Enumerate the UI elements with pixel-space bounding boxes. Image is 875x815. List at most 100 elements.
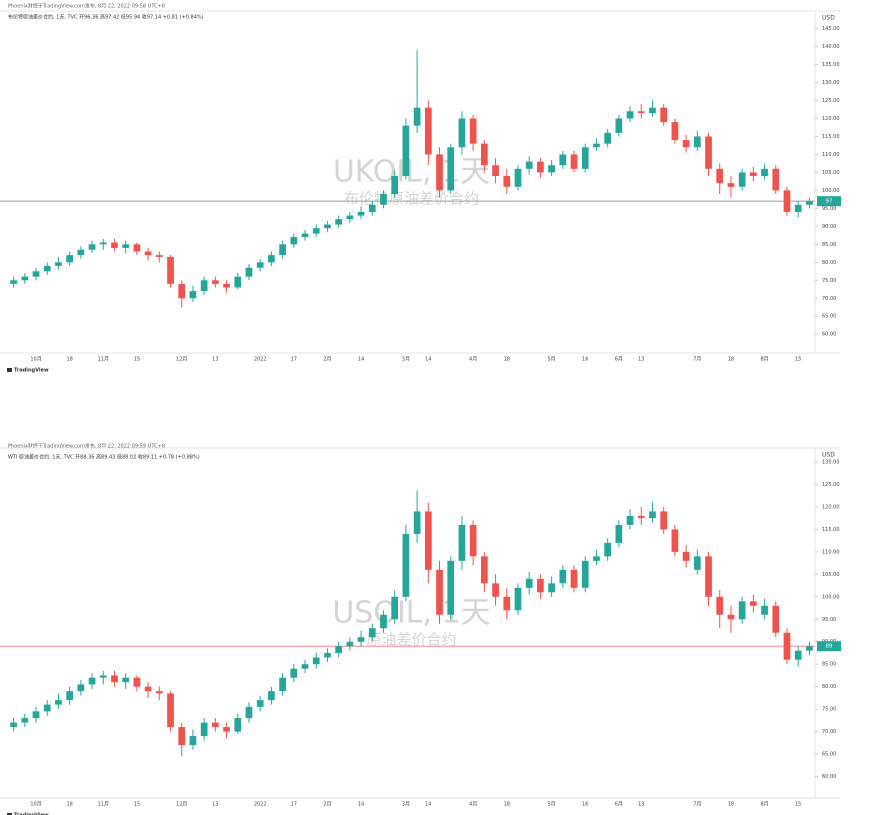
- price-tag: [817, 641, 841, 652]
- x-tick-label: 12月: [176, 802, 187, 808]
- candle-body: [682, 551, 690, 561]
- candle-body: [581, 147, 589, 169]
- candle-body: [256, 262, 264, 268]
- candle-body: [380, 193, 387, 205]
- candle-body: [480, 556, 488, 584]
- candle-body: [391, 176, 399, 194]
- y-tick-label: 115.00: [822, 527, 840, 533]
- candle-body: [234, 276, 242, 288]
- candle-body: [593, 556, 600, 561]
- candle-body: [144, 686, 152, 692]
- x-tick-label: 6月: [615, 802, 623, 808]
- x-tick-label: 2022: [254, 802, 267, 808]
- candle-body: [223, 727, 230, 732]
- candle-body: [492, 583, 499, 597]
- x-tick-label: 3月: [402, 357, 410, 363]
- candle-body: [660, 107, 668, 123]
- candle-body: [806, 201, 813, 205]
- candle-body: [234, 718, 242, 732]
- y-tick-label: 85.00: [822, 662, 836, 668]
- candle-body: [559, 569, 567, 584]
- candle-body: [312, 228, 320, 234]
- x-tick-label: 15: [134, 357, 140, 363]
- brand: TradingView: [14, 813, 49, 815]
- candle-body: [43, 265, 51, 272]
- brand-logo: [7, 368, 12, 372]
- candle-body: [447, 147, 455, 191]
- candle-body: [335, 219, 343, 225]
- candle-body: [749, 172, 757, 177]
- x-tick-label: 4月: [469, 357, 477, 363]
- y-tick-label: 60.00: [822, 774, 836, 780]
- candle-body: [200, 722, 208, 737]
- candle-body: [133, 677, 141, 687]
- candle-body: [335, 646, 343, 653]
- candle-body: [716, 596, 724, 615]
- axis-unit: USD: [822, 452, 835, 459]
- candle-body: [402, 533, 410, 597]
- candle-body: [55, 262, 62, 266]
- x-tick-label: 15: [134, 802, 140, 808]
- x-tick-label: 16: [582, 357, 588, 363]
- candle-body: [402, 125, 410, 177]
- candle-body: [794, 650, 802, 660]
- candle-body: [492, 165, 499, 177]
- candle-body: [682, 140, 690, 148]
- candle-body: [55, 700, 62, 705]
- x-tick-label: 2月: [323, 802, 331, 808]
- candle-body: [66, 691, 74, 701]
- candle-body: [761, 605, 768, 615]
- candle-body: [301, 233, 309, 238]
- candle-body: [99, 242, 107, 245]
- watermark-title: USOIL, 1天: [332, 596, 490, 631]
- candle-body: [413, 107, 421, 126]
- candle-body: [559, 154, 567, 166]
- candle-body: [671, 122, 679, 141]
- y-tick-label: 100.00: [822, 188, 840, 194]
- y-tick-label: 145.00: [822, 26, 840, 32]
- candle-body: [537, 578, 544, 593]
- y-tick-label: 80.00: [822, 260, 836, 266]
- candle-body: [570, 154, 578, 169]
- candle-body: [324, 224, 331, 229]
- price-tag-label: 97: [826, 199, 833, 205]
- x-tick-label: 13: [638, 357, 644, 363]
- y-tick-label: 110.00: [822, 152, 840, 158]
- candle-body: [211, 280, 219, 284]
- candle-body: [189, 736, 197, 746]
- candle-body: [21, 718, 29, 723]
- candle-body: [469, 524, 477, 557]
- x-tick-label: 8月: [760, 357, 768, 363]
- candle-body: [772, 605, 780, 633]
- candle-body: [537, 161, 544, 173]
- attribution: Phoenix财经于TradingView.com发布, 8月 22, 2022…: [8, 443, 165, 450]
- y-tick-label: 90.00: [822, 224, 836, 230]
- candle-body: [10, 280, 17, 284]
- candle-body: [122, 677, 130, 683]
- candle-body: [167, 256, 174, 284]
- x-tick-label: 18: [728, 357, 734, 363]
- candle-body: [368, 628, 376, 638]
- candle-body: [245, 706, 253, 719]
- chart-panel: Phoenix财经于TradingView.com发布, 8月 22, 2022…: [0, 3, 841, 374]
- candle-body: [144, 251, 152, 256]
- y-tick-label: 100.00: [822, 594, 840, 600]
- candle-body: [346, 641, 354, 647]
- x-tick-label: 2月: [323, 357, 331, 363]
- x-tick-label: 7月: [693, 802, 701, 808]
- candle-body: [738, 601, 746, 620]
- y-tick-label: 95.00: [822, 617, 836, 623]
- x-tick-label: 15: [795, 357, 801, 363]
- x-tick-label: 12月: [176, 357, 187, 363]
- y-tick-label: 105.00: [822, 170, 840, 176]
- candle-body: [88, 244, 96, 250]
- x-tick-label: 5月: [548, 802, 556, 808]
- candle-body: [178, 283, 186, 299]
- candle-body: [660, 511, 668, 530]
- candle-body: [245, 267, 253, 277]
- candle-body: [705, 136, 712, 169]
- x-tick-label: 13: [638, 802, 644, 808]
- brand-logo: [7, 813, 12, 815]
- candle-body: [604, 542, 612, 557]
- candle-body: [279, 244, 286, 256]
